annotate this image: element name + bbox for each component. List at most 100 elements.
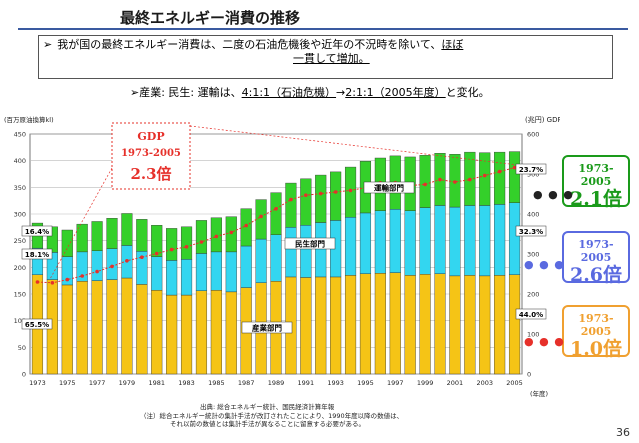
residential-bar [151, 256, 163, 291]
share-1973-transport: 16.4% [25, 228, 49, 236]
transport-bar [285, 182, 297, 228]
gdp-callout-leader [189, 125, 515, 165]
y-tick-label: 0 [22, 371, 26, 379]
bullet-1-text-a: 我が国の最終エネルギー消費は、二度の石油危機後や近年の不況時を除いて、 [57, 38, 442, 51]
y-tick-label: 200 [14, 264, 26, 272]
residential-bar [315, 222, 327, 278]
x-tick-label: 1991 [298, 379, 315, 387]
transport-bar [151, 224, 163, 257]
gdp-point [274, 207, 278, 211]
residential-bar [225, 251, 237, 293]
gdp-point [80, 274, 84, 278]
energy-consumption-chart: 0 50 100 150 200 250 300 350 400 450 0 100 200 300 400… [4, 115, 560, 398]
gdp-point [65, 277, 70, 282]
y2-tick-label: 400 [527, 211, 539, 219]
y-tick-label: 300 [14, 211, 26, 219]
x-tick-label: 1987 [238, 379, 255, 387]
transport-growth-period: 1973-2005 [578, 162, 614, 188]
share-1973-industry-box [21, 318, 53, 330]
source-line-3: それ以前の数値とは集計手法が異なることに留意する必要がある。 [170, 420, 365, 428]
residential-bar [180, 259, 193, 296]
x-tick-label: 1975 [59, 379, 76, 387]
gdp-line [37, 167, 515, 284]
summary-box: ➢ 我が国の最終エネルギー消費は、二度の石油危機後や近年の不況時を除いて、ほぼ 一… [38, 35, 613, 79]
x-tick-label: 1973 [29, 379, 46, 387]
x-tick-label: 1993 [327, 379, 344, 387]
industry-bar [359, 273, 372, 375]
x-tick-label: 1999 [417, 379, 434, 387]
transport-bar [508, 151, 521, 203]
source-line-2: （注）総合エネルギー統計の集計手法が改訂されたことにより、1990年度以降の数値… [140, 411, 404, 420]
industry-bar [61, 284, 73, 375]
gdp-callout-period: 1973-2005 [121, 148, 181, 159]
share-2005-residential-box [515, 225, 547, 237]
residential-bar [479, 205, 491, 277]
residential-dots: ● ● ● [524, 258, 565, 271]
gdp-point [333, 190, 338, 194]
gdp-point [184, 245, 189, 249]
residential-bar [419, 207, 431, 275]
x-tick-label: 1977 [89, 379, 106, 387]
bullet-2-text-a: 産業: 民生: 運輸は、 [139, 86, 242, 99]
bullet-2-text-c: → [336, 86, 346, 99]
residential-bar [494, 204, 506, 276]
residential-growth-box: 1973-2005 2.6倍 [562, 231, 630, 286]
industry-growth-multiple: 1.0倍 [569, 338, 623, 360]
residential-bar [449, 206, 461, 277]
residential-bar [195, 253, 208, 291]
gdp-point [95, 269, 99, 274]
transport-bar [76, 223, 88, 253]
gdp-callout-leader [49, 167, 113, 281]
residential-bar [344, 216, 357, 276]
transport-bar [330, 171, 342, 221]
transport-label-box [363, 181, 415, 194]
gdp-point [259, 214, 263, 219]
y-tick-label: 350 [14, 184, 26, 192]
gdp-point [125, 259, 129, 263]
y2-tick-label: 500 [527, 171, 539, 179]
transport-growth-multiple: 2.1倍 [569, 188, 623, 210]
x-tick-label: 2005 [506, 379, 523, 387]
industry-bar [210, 290, 222, 375]
residential-bar [374, 210, 386, 274]
share-2005-transport-box [515, 163, 547, 175]
residential-bar [210, 251, 222, 291]
industry-bar [106, 279, 118, 375]
industry-label-box [241, 321, 293, 334]
industry-bar [180, 294, 193, 375]
gdp-point [497, 169, 502, 174]
transport-bar [315, 174, 327, 223]
industry-bar [136, 284, 148, 375]
y2-tick-label: 100 [527, 331, 539, 339]
y-tick-label: 50 [18, 344, 26, 352]
gdp-point [110, 264, 114, 269]
y2-axis-unit: (兆円) GDP [525, 115, 560, 124]
industry-bar [300, 277, 312, 375]
gdp-point [348, 188, 353, 193]
share-1973-industry: 65.5% [25, 321, 49, 329]
bullet-1: ➢ 我が国の最終エネルギー消費は、二度の石油危機後や近年の不況時を除いて、ほぼ 一… [43, 38, 608, 66]
industry-bar [434, 273, 446, 375]
gdp-point [423, 182, 427, 187]
source-note: 出典: 総合エネルギー統計、国民経済計算年報 （注）総合エネルギー統計の集計手法… [140, 403, 403, 429]
industry-bar [404, 275, 416, 375]
gdp-point [214, 234, 219, 239]
industry-bar [195, 290, 208, 375]
bullet-1-text-c: 一貫して増加。 [293, 52, 370, 65]
transport-label: 運輸部門 [374, 183, 404, 193]
gdp-callout-multiple: 2.3倍 [130, 165, 171, 183]
y-axis-unit: (百万原油換算kl) [4, 115, 54, 124]
slide-title: 最終エネルギー消費の推移 [120, 9, 301, 27]
gdp-point [453, 180, 457, 184]
transport-growth-box: 1973-2005 2.1倍 [562, 155, 630, 210]
transport-bar [61, 229, 73, 257]
residential-bar [404, 210, 416, 276]
bullet-2: ➢産業: 民生: 運輸は、4:1:1（石油危機）→2:1:1（2005年度）と変… [130, 84, 490, 100]
share-1973-residential: 18.1% [25, 251, 49, 259]
transport-bar [225, 216, 237, 253]
transport-bar [166, 228, 178, 261]
gdp-point [244, 223, 248, 228]
industry-growth-period: 1973-2005 [578, 312, 614, 338]
share-2005-industry-box [515, 308, 547, 320]
transport-bar [300, 178, 312, 226]
